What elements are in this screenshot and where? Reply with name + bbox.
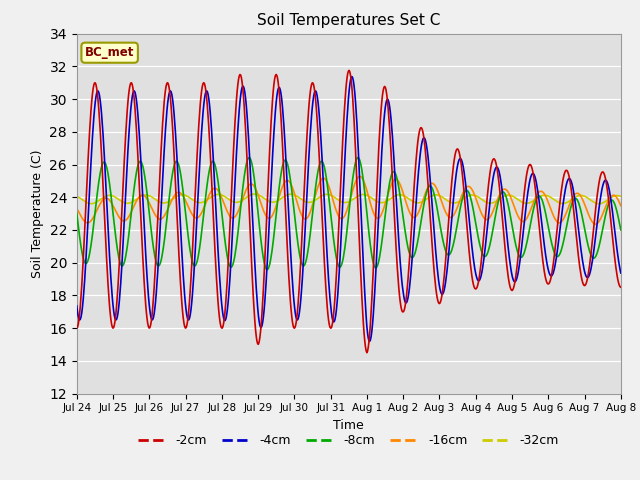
Text: BC_met: BC_met [85, 46, 134, 59]
Legend: -2cm, -4cm, -8cm, -16cm, -32cm: -2cm, -4cm, -8cm, -16cm, -32cm [133, 429, 564, 452]
X-axis label: Time: Time [333, 419, 364, 432]
Title: Soil Temperatures Set C: Soil Temperatures Set C [257, 13, 440, 28]
Y-axis label: Soil Temperature (C): Soil Temperature (C) [31, 149, 44, 278]
